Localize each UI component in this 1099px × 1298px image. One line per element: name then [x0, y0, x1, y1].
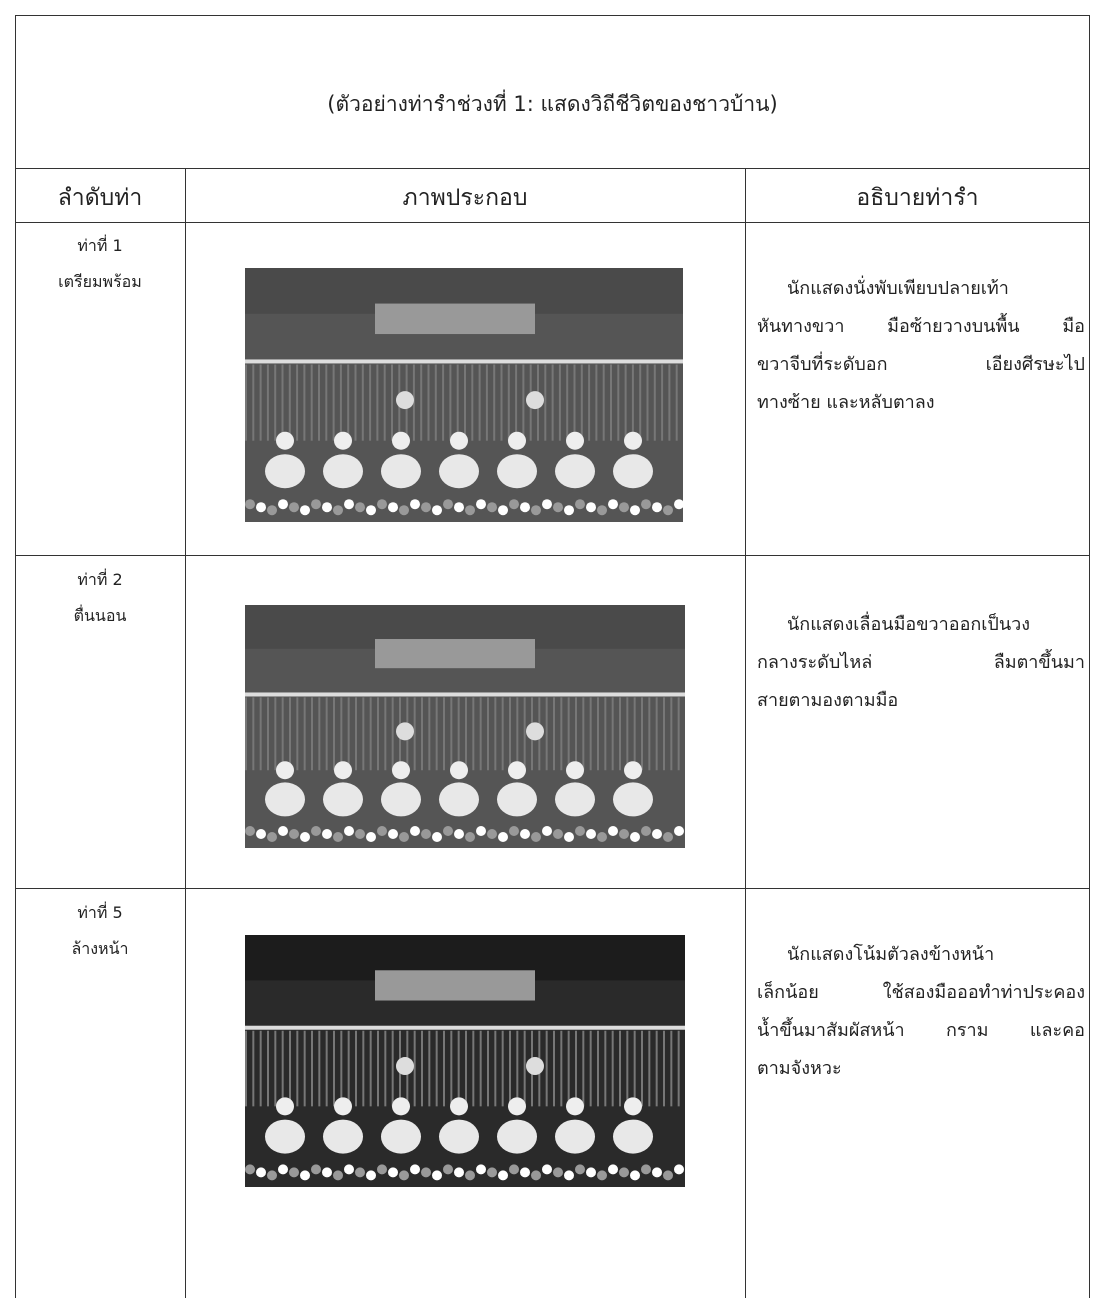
- pose-name: ตื่นนอน: [73, 606, 127, 625]
- description-line: นักแสดงนั่งพับเพียบปลายเท้า: [787, 278, 1009, 299]
- border: [15, 15, 16, 1298]
- photo: [245, 605, 685, 848]
- description-line: กลางระดับไหล่ ลืมตาขึ้นมา: [757, 652, 1085, 673]
- description: นักแสดงโน้มตัวลงข้างหน้าเล็กน้อย ใช้สองม…: [757, 936, 1085, 1088]
- description: นักแสดงนั่งพับเพียบปลายเท้าหันทางขวา มือ…: [757, 270, 1085, 422]
- description-line: ขวาจีบที่ระดับอก เอียงศีรษะไป: [757, 354, 1085, 375]
- border: [15, 15, 1090, 16]
- border: [745, 168, 746, 1298]
- pose-number: ท่าที่ 5: [77, 903, 123, 922]
- description-line: ทางซ้าย และหลับตาลง: [757, 392, 935, 413]
- description: นักแสดงเลื่อนมือขวาออกเป็นวงกลางระดับไหล…: [757, 606, 1085, 720]
- pose-name: ล้างหน้า: [71, 939, 129, 958]
- border: [1089, 15, 1090, 1298]
- description-line: นักแสดงเลื่อนมือขวาออกเป็นวง: [787, 614, 1031, 635]
- pose-number: ท่าที่ 2: [77, 570, 123, 589]
- pose-cell: ท่าที่ 2 ตื่นนอน: [15, 562, 185, 634]
- header: ภาพประกอบ: [402, 185, 528, 211]
- border: [15, 222, 1090, 223]
- photo: [245, 268, 683, 522]
- description-line: นักแสดงโน้มตัวลงข้างหน้า: [787, 944, 995, 965]
- border: [15, 555, 1090, 556]
- caption: (ตัวอย่างท่ารำช่วงที่ 1: แสดงวิถีชีวิตขอ…: [327, 92, 778, 116]
- pose-cell: ท่าที่ 1 เตรียมพร้อม: [15, 228, 185, 300]
- pose-cell: ท่าที่ 5 ล้างหน้า: [15, 895, 185, 967]
- header: ลำดับท่า: [57, 185, 143, 211]
- description-line: เล็กน้อย ใช้สองมือออทำท่าประคอง: [757, 982, 1085, 1003]
- description-line: สายตามองตามมือ: [757, 690, 899, 711]
- header: อธิบายท่ารำ: [856, 185, 979, 211]
- photo: [245, 935, 685, 1187]
- pose-name: เตรียมพร้อม: [58, 272, 142, 291]
- border: [15, 888, 1090, 889]
- description-line: น้ำขึ้นมาสัมผัสหน้า กราม และคอ: [757, 1020, 1085, 1041]
- border: [185, 168, 186, 1298]
- pose-number: ท่าที่ 1: [77, 236, 123, 255]
- description-line: หันทางขวา มือซ้ายวางบนพื้น มือ: [757, 316, 1085, 337]
- border: [15, 168, 1090, 169]
- description-line: ตามจังหวะ: [757, 1058, 842, 1079]
